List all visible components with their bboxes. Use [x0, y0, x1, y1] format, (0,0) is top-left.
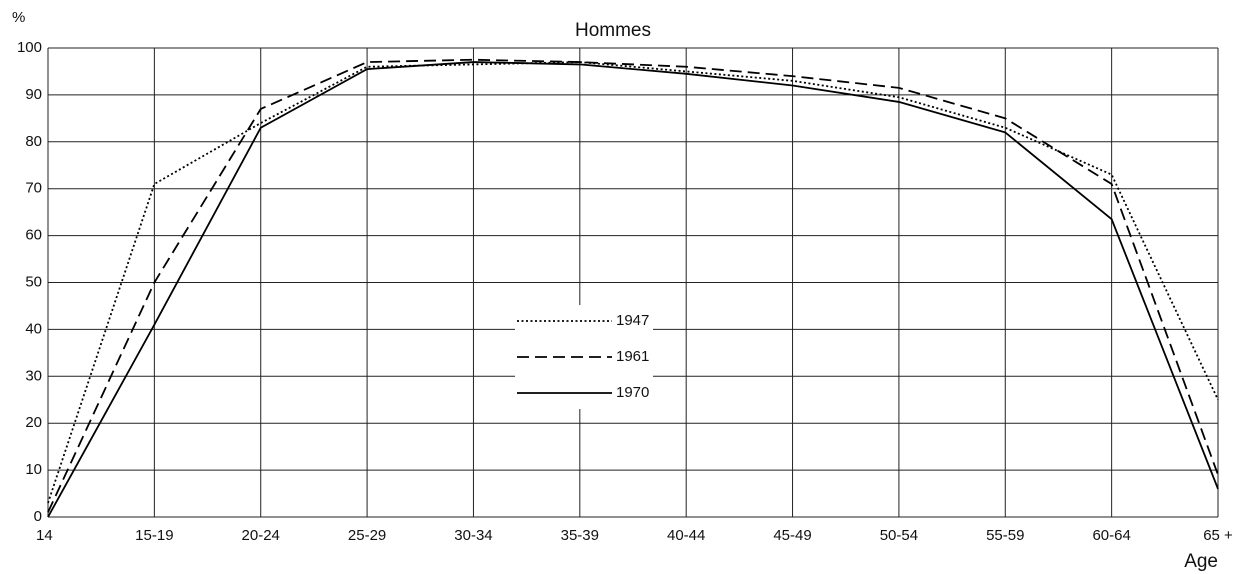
x-tick-label: 25-29: [348, 527, 386, 544]
x-tick-label: 14: [36, 527, 53, 544]
x-tick-label: 65 +: [1203, 527, 1233, 544]
x-axis-label: Age: [1184, 551, 1218, 572]
y-tick-label: 70: [25, 180, 42, 197]
y-tick-label: 10: [25, 461, 42, 478]
y-tick-label: 100: [17, 39, 42, 56]
y-tick-label: 20: [25, 414, 42, 431]
data-line: [47, 61, 1219, 504]
y-tick-label: 80: [25, 133, 42, 150]
data-line: [47, 61, 1219, 518]
chart-title: Hommes: [575, 20, 651, 41]
y-axis-label: %: [12, 9, 25, 26]
x-tick-label: 40-44: [667, 527, 705, 544]
x-tick-label: 55-59: [986, 527, 1024, 544]
x-tick-label: 30-34: [454, 527, 492, 544]
x-tick-label: 15-19: [135, 527, 173, 544]
legend-label: 1947: [616, 312, 649, 329]
x-tick-label: 45-49: [773, 527, 811, 544]
legend-label: 1970: [616, 384, 649, 401]
x-tick-label: 35-39: [561, 527, 599, 544]
legend-label: 1961: [616, 348, 649, 365]
x-tick-label: 60-64: [1092, 527, 1130, 544]
y-tick-label: 30: [25, 367, 42, 384]
y-tick-label: 90: [25, 86, 42, 103]
y-tick-label: 50: [25, 273, 42, 290]
y-tick-label: 40: [25, 320, 42, 337]
y-tick-label: 60: [25, 227, 42, 244]
x-tick-label: 20-24: [242, 527, 280, 544]
y-tick-label: 0: [34, 508, 42, 525]
x-tick-label: 50-54: [880, 527, 918, 544]
data-line: [47, 58, 1219, 513]
